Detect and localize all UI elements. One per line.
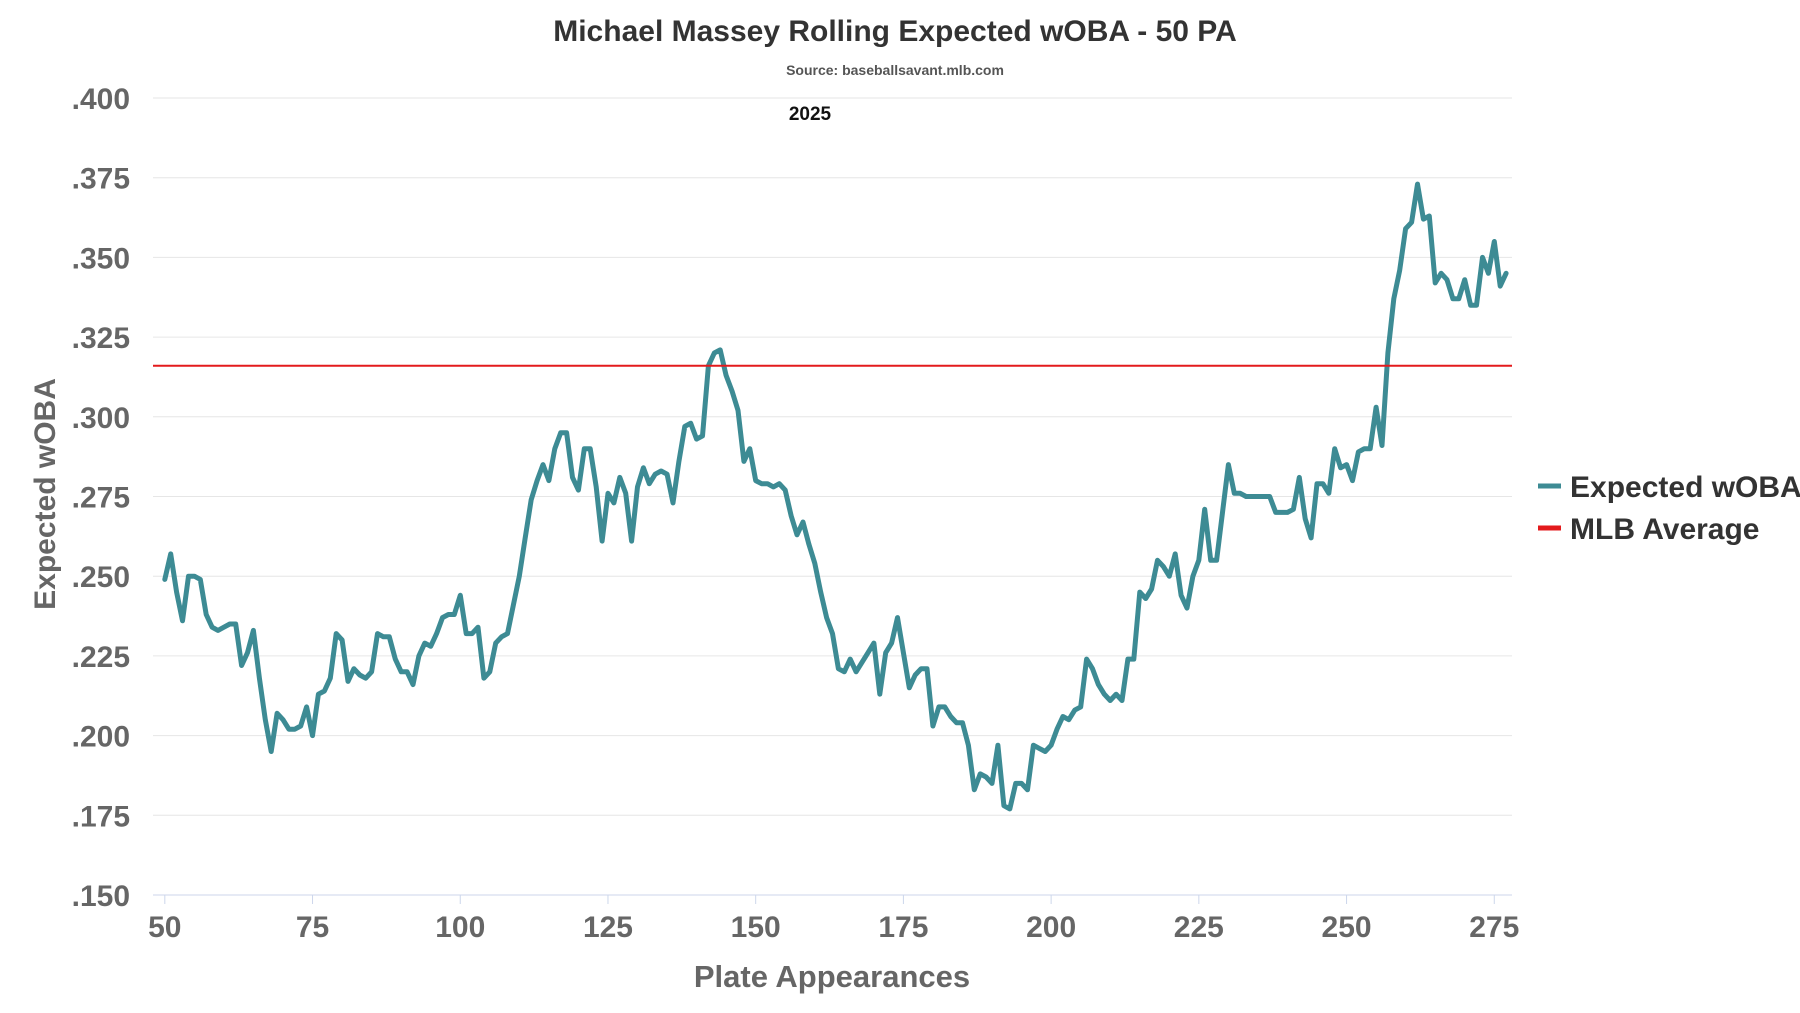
- x-tick-label: 50: [148, 911, 181, 944]
- chart-title: Michael Massey Rolling Expected wOBA - 5…: [553, 15, 1237, 48]
- legend-label-expected-woba: Expected wOBA: [1570, 471, 1800, 504]
- chart-subtitle: Source: baseballsavant.mlb.com: [786, 62, 1004, 78]
- y-tick-label: .200: [72, 721, 130, 754]
- x-tick-label: 75: [296, 911, 329, 944]
- y-tick-label: .250: [72, 561, 130, 594]
- x-tick-label: 225: [1174, 911, 1224, 944]
- y-tick-label: .400: [72, 83, 130, 116]
- y-tick-label: .175: [72, 800, 130, 833]
- y-tick-label: .150: [72, 880, 130, 913]
- legend: Expected wOBA MLB Average: [1538, 471, 1800, 546]
- y-axis-ticks: .150 .175 .200 .225 .250 .275 .300 .325 .350 .375…: [72, 83, 130, 913]
- y-tick-label: .375: [72, 163, 130, 196]
- legend-item-mlb-average[interactable]: MLB Average: [1538, 513, 1760, 546]
- x-tick-label: 100: [435, 911, 485, 944]
- x-tick-label: 150: [731, 911, 781, 944]
- x-tick-label: 125: [583, 911, 633, 944]
- season-label: 2025: [789, 104, 832, 125]
- y-tick-label: .350: [72, 242, 130, 275]
- x-tick-label: 275: [1469, 911, 1519, 944]
- y-axis-label: Expected wOBA: [29, 378, 62, 610]
- legend-item-expected-woba[interactable]: Expected wOBA: [1538, 471, 1800, 504]
- x-axis-label: Plate Appearances: [694, 959, 970, 994]
- x-axis-ticks: 50 75 100 125 150 175 200 225 250 275: [148, 895, 1519, 944]
- y-tick-label: .300: [72, 402, 130, 435]
- x-tick-label: 200: [1026, 911, 1076, 944]
- y-tick-label: .325: [72, 322, 130, 355]
- legend-label-mlb-average: MLB Average: [1570, 513, 1760, 546]
- gridlines: [153, 97, 1512, 816]
- series-layer: [153, 181, 1512, 812]
- y-tick-label: .275: [72, 482, 130, 515]
- x-tick-label: 175: [878, 911, 928, 944]
- series-line-expected-woba[interactable]: [162, 181, 1509, 812]
- x-tick-label: 250: [1322, 911, 1372, 944]
- y-tick-label: .225: [72, 641, 130, 674]
